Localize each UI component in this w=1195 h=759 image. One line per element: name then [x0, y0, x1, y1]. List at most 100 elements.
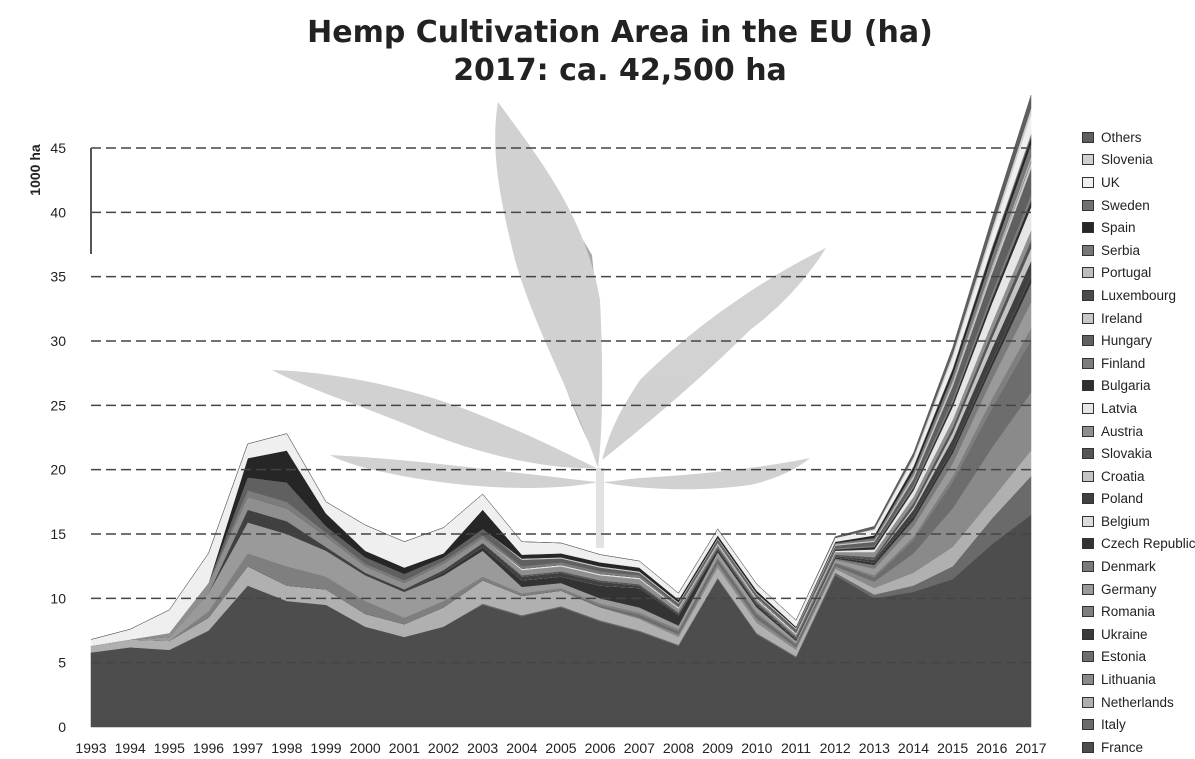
x-tick-label: 2004 — [506, 740, 537, 756]
legend-label: Luxembourg — [1101, 287, 1177, 303]
x-tick-label: 2010 — [741, 740, 772, 756]
legend-item: Others — [1082, 126, 1195, 149]
legend-item: Lithuania — [1082, 668, 1195, 691]
x-tick-label: 1999 — [310, 740, 341, 756]
legend-swatch — [1082, 244, 1094, 256]
legend-swatch — [1082, 222, 1094, 234]
y-tick-label: 10 — [50, 590, 66, 606]
legend-label: Ireland — [1101, 310, 1143, 326]
y-tick-label: 25 — [50, 397, 66, 413]
legend-label: Austria — [1101, 423, 1144, 439]
legend-label: Croatia — [1101, 468, 1145, 484]
legend-item: Croatia — [1082, 465, 1195, 488]
legend-item: Ireland — [1082, 307, 1195, 330]
legend-item: Romania — [1082, 600, 1195, 623]
legend-swatch — [1082, 515, 1094, 527]
legend-swatch — [1082, 470, 1094, 482]
x-tick-label: 2016 — [976, 740, 1007, 756]
x-tick-label: 2001 — [389, 740, 420, 756]
legend-item: Spain — [1082, 216, 1195, 239]
y-tick-label: 45 — [50, 140, 66, 156]
legend-swatch — [1082, 538, 1094, 550]
legend-swatch — [1082, 312, 1094, 324]
legend-label: Romania — [1101, 604, 1156, 620]
legend-label: Estonia — [1101, 649, 1147, 665]
legend-swatch — [1082, 402, 1094, 414]
legend-item: Slovakia — [1082, 442, 1195, 465]
legend-swatch — [1082, 651, 1094, 663]
x-tick-label: 2011 — [781, 740, 811, 756]
legend-label: France — [1101, 739, 1144, 755]
legend-label: Finland — [1101, 355, 1146, 371]
chart-subtitle: 2017: ca. 42,500 ha — [453, 53, 787, 88]
legend-item: Latvia — [1082, 397, 1195, 420]
x-tick-label: 2012 — [820, 740, 851, 756]
x-tick-label: 2013 — [859, 740, 890, 756]
legend-label: Slovakia — [1101, 446, 1153, 462]
legend-swatch — [1082, 696, 1094, 708]
x-tick-label: 2002 — [428, 740, 459, 756]
legend-swatch — [1082, 199, 1094, 211]
legend-item: Slovenia — [1082, 149, 1195, 172]
legend-swatch — [1082, 131, 1094, 143]
legend-swatch — [1082, 719, 1094, 731]
x-tick-label: 2008 — [663, 740, 694, 756]
legend-label: Portugal — [1101, 265, 1152, 281]
y-tick-label: 40 — [50, 204, 66, 220]
legend-item: France — [1082, 736, 1195, 759]
legend-item: Germany — [1082, 578, 1195, 601]
legend-label: Ukraine — [1101, 626, 1148, 642]
legend-label: Latvia — [1101, 400, 1138, 416]
y-tick-label: 0 — [58, 719, 66, 735]
x-axis-ticks: 1993 1994 1995 1996 1997 1998 1999 2000 2001 2002… — [75, 740, 1046, 756]
legend-label: Belgium — [1101, 513, 1150, 529]
legend-item: Bulgaria — [1082, 375, 1195, 398]
legend-swatch — [1082, 583, 1094, 595]
y-tick-label: 30 — [50, 333, 66, 349]
legend-item: Netherlands — [1082, 691, 1195, 714]
legend-label: Bulgaria — [1101, 378, 1151, 394]
legend-label: Others — [1101, 129, 1142, 145]
x-tick-label: 1995 — [154, 740, 185, 756]
x-tick-label: 2000 — [350, 740, 381, 756]
legend-item: Finland — [1082, 352, 1195, 375]
y-tick-label: 5 — [58, 655, 66, 671]
x-tick-label: 2015 — [937, 740, 968, 756]
legend-item: Portugal — [1082, 262, 1195, 285]
legend-label: Czech Republic — [1101, 536, 1195, 552]
gridlines — [91, 147, 1031, 664]
legend-swatch — [1082, 674, 1094, 686]
legend-item: Ukraine — [1082, 623, 1195, 646]
legend-label: Spain — [1101, 220, 1136, 236]
legend-swatch — [1082, 741, 1094, 753]
legend-label: Netherlands — [1101, 694, 1174, 710]
legend-label: Slovenia — [1101, 152, 1153, 168]
y-tick-label: 35 — [50, 269, 66, 285]
legend-label: Germany — [1101, 581, 1157, 597]
x-tick-label: 1996 — [193, 740, 224, 756]
area-series-others — [90, 95, 1032, 640]
legend-label: Italy — [1101, 717, 1126, 733]
y-axis-ticks: 0 5 10 15 20 25 30 35 40 45 — [50, 140, 66, 735]
chart-title: Hemp Cultivation Area in the EU (ha) — [307, 15, 933, 50]
legend-item: Czech Republic — [1082, 533, 1195, 556]
y-axis-label: 1000 ha — [27, 144, 43, 196]
y-tick-label: 15 — [50, 526, 66, 542]
legend-swatch — [1082, 380, 1094, 392]
legend-label: Denmark — [1101, 559, 1156, 575]
x-tick-label: 2006 — [585, 740, 616, 756]
x-tick-label: 1998 — [271, 740, 302, 756]
legend-swatch — [1082, 357, 1094, 369]
legend-swatch — [1082, 493, 1094, 505]
y-tick-label: 20 — [50, 462, 66, 478]
legend-swatch — [1082, 425, 1094, 437]
legend-item: Italy — [1082, 713, 1195, 736]
x-tick-label: 1994 — [115, 740, 146, 756]
legend-item: Denmark — [1082, 555, 1195, 578]
legend-item: Sweden — [1082, 194, 1195, 217]
legend-swatch — [1082, 606, 1094, 618]
legend-swatch — [1082, 628, 1094, 640]
legend-item: Hungary — [1082, 329, 1195, 352]
legend-item: UK — [1082, 171, 1195, 194]
